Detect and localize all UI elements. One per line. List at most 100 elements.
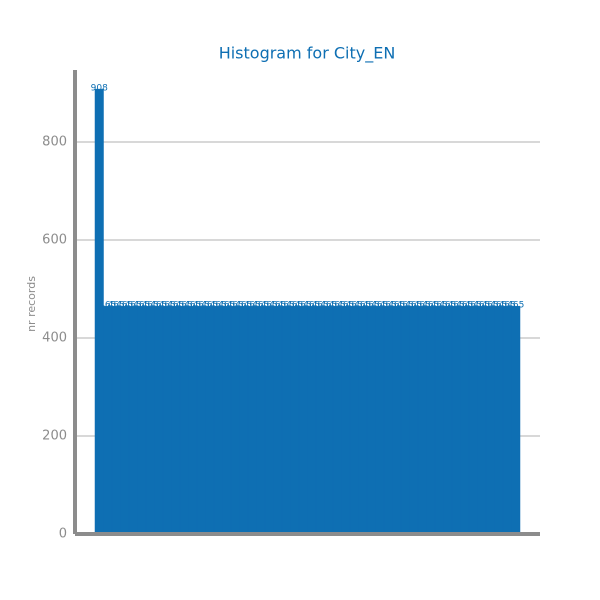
bar [400, 305, 410, 535]
bar [349, 305, 359, 535]
bar [103, 305, 113, 535]
bar [290, 305, 300, 535]
data-label: 465 [167, 301, 184, 311]
data-label: 465 [465, 301, 482, 311]
bar [375, 305, 385, 535]
data-label: 465 [439, 301, 456, 311]
data-label: 465 [388, 301, 405, 311]
bar [392, 305, 402, 535]
bar [298, 305, 308, 535]
bar [383, 305, 393, 535]
data-label: 465 [456, 301, 473, 311]
y-tick-label: 600 [42, 233, 67, 248]
data-label: 465 [312, 301, 329, 311]
data-label: 465 [320, 301, 337, 311]
y-tick-label: 200 [42, 429, 67, 444]
bar [502, 305, 512, 535]
data-label: 465 [414, 301, 431, 311]
bar [358, 305, 368, 535]
data-label: 465 [363, 301, 380, 311]
bar [426, 305, 436, 535]
data-label: 465 [499, 301, 516, 311]
data-label: 465 [159, 301, 176, 311]
bar [434, 305, 444, 535]
bar [230, 305, 240, 535]
bar [417, 305, 427, 535]
data-label: 465 [346, 301, 363, 311]
data-label: 465 [482, 301, 499, 311]
y-tick-label: 400 [42, 331, 67, 346]
data-label: 465 [261, 301, 278, 311]
data-label: 465 [354, 301, 371, 311]
data-label: 465 [116, 301, 133, 311]
bar [409, 305, 419, 535]
data-label: 465 [201, 301, 218, 311]
bar [120, 305, 130, 535]
data-label: 465 [269, 301, 286, 311]
data-label: 465 [431, 301, 448, 311]
data-label: 465 [286, 301, 303, 311]
bar [128, 305, 138, 535]
data-label: 465 [473, 301, 490, 311]
data-label: 465 [252, 301, 269, 311]
bar [494, 305, 504, 535]
bar [366, 305, 376, 535]
bar [247, 305, 257, 535]
data-label: 465 [337, 301, 354, 311]
bar [315, 305, 325, 535]
data-label: 465 [422, 301, 439, 311]
bar [179, 305, 189, 535]
data-label: 465 [176, 301, 193, 311]
data-label: 465 [142, 301, 159, 311]
bar [511, 305, 521, 535]
data-label: 465 [303, 301, 320, 311]
bar [485, 305, 495, 535]
data-label: 465 [397, 301, 414, 311]
data-label: 465 [193, 301, 210, 311]
data-label: 465 [184, 301, 201, 311]
data-label: 465 [278, 301, 295, 311]
data-label: 465 [295, 301, 312, 311]
bar [451, 305, 461, 535]
data-label: 465 [507, 301, 524, 311]
bar [162, 305, 172, 535]
bar [154, 305, 164, 535]
bar [111, 305, 121, 535]
data-label: 465 [218, 301, 235, 311]
bar [324, 305, 334, 535]
data-label: 465 [490, 301, 507, 311]
bar [332, 305, 342, 535]
data-label: 465 [235, 301, 252, 311]
bar [307, 305, 317, 535]
data-label: 465 [227, 301, 244, 311]
bar [188, 305, 198, 535]
bar [443, 305, 453, 535]
data-label: 465 [371, 301, 388, 311]
bar [341, 305, 351, 535]
bar [205, 305, 215, 535]
data-label: 465 [133, 301, 150, 311]
bar [477, 305, 487, 535]
y-axis-label: nr records [25, 276, 38, 332]
bar [171, 305, 181, 535]
data-label: 465 [108, 301, 125, 311]
data-label: 465 [125, 301, 142, 311]
bar [213, 305, 223, 535]
bar [468, 305, 478, 535]
data-label: 465 [210, 301, 227, 311]
data-label: 465 [405, 301, 422, 311]
bar [460, 305, 470, 535]
data-label: 465 [99, 301, 116, 311]
bar [145, 305, 155, 535]
bar [239, 305, 249, 535]
data-label: 465 [329, 301, 346, 311]
data-label: 465 [244, 301, 261, 311]
bar [264, 305, 274, 535]
data-label: 465 [150, 301, 167, 311]
data-label: 465 [380, 301, 397, 311]
data-label: 908 [91, 84, 108, 94]
bar [273, 305, 283, 535]
y-tick-label: 800 [42, 135, 67, 150]
bar [256, 305, 266, 535]
